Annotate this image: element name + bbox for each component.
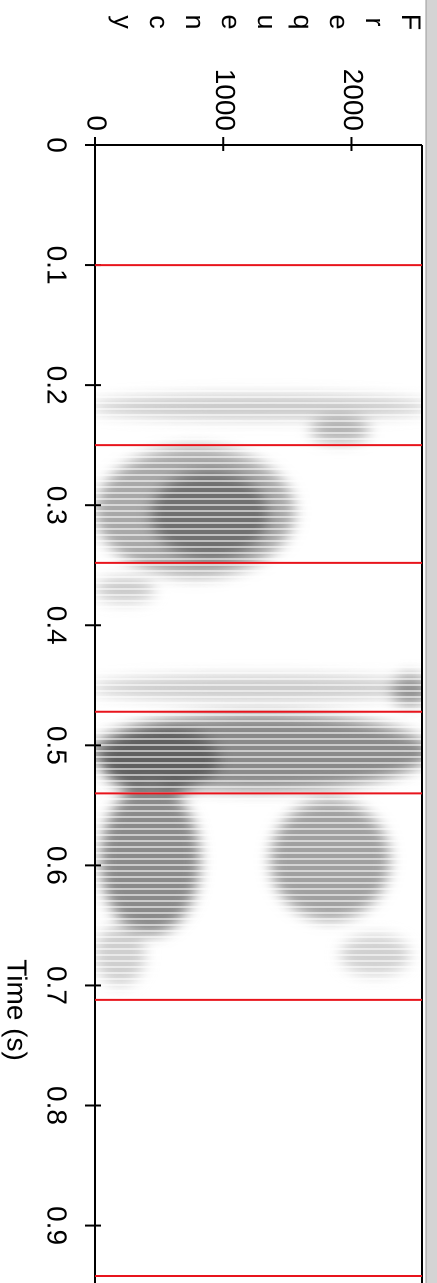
x-tick-label: 0.6 bbox=[42, 846, 73, 885]
y-tick-label: 2000 bbox=[338, 69, 369, 131]
x-tick-label: 0 bbox=[42, 137, 73, 153]
x-tick-label: 0.2 bbox=[42, 366, 73, 405]
x-axis-label: Time (s) bbox=[2, 959, 33, 1061]
x-tick-label: 0.9 bbox=[42, 1206, 73, 1245]
x-tick-label: 0.4 bbox=[42, 606, 73, 645]
x-tick-label: 0.5 bbox=[42, 726, 73, 765]
x-tick-label: 0.7 bbox=[42, 966, 73, 1005]
y-tick-label: 1000 bbox=[210, 69, 241, 131]
spectrogram-shading bbox=[96, 380, 422, 1000]
y-tick-label: 0 bbox=[82, 115, 113, 131]
x-tick-label: 0.1 bbox=[42, 246, 73, 285]
x-tick-label: 0.8 bbox=[42, 1086, 73, 1125]
x-tick-label: 0.3 bbox=[42, 486, 73, 525]
y-axis-label: Frequency bbox=[102, 7, 426, 37]
window-border bbox=[426, 0, 437, 1283]
